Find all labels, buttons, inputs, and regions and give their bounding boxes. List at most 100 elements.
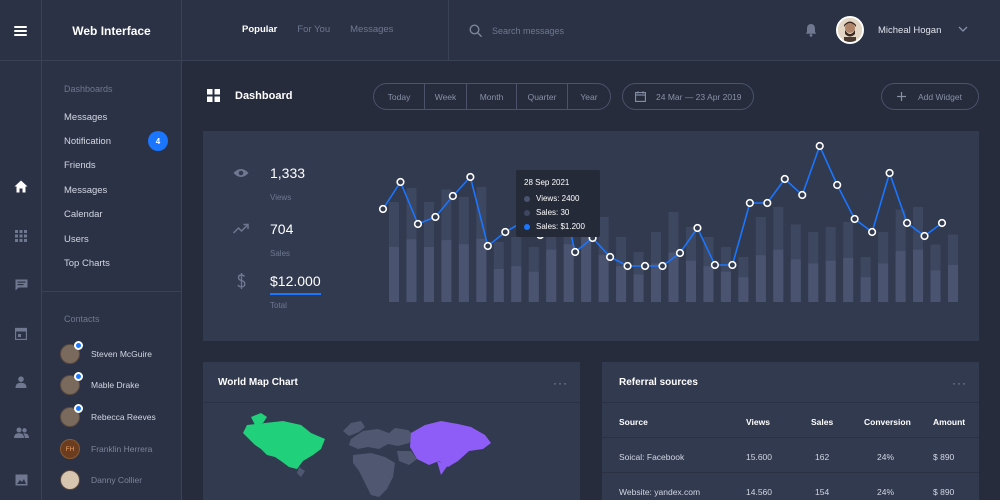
chart-point[interactable] [571,247,580,257]
chart-point[interactable] [658,261,667,271]
column-header-views[interactable]: Views [746,417,770,427]
contact-item[interactable]: Mable Drake [60,372,139,395]
chevron-down-icon[interactable] [958,25,968,33]
table-row[interactable]: Soical: Facebook 15.600 162 24% $ 890 [602,438,979,473]
chart-point[interactable] [378,204,388,214]
image-icon[interactable] [11,470,31,490]
contact-name: Steven McGuire [91,349,152,359]
search-input[interactable] [492,25,712,36]
chart-point[interactable] [413,219,423,229]
avatar: FH [60,439,80,459]
calendar-icon[interactable] [11,323,31,343]
chat-icon[interactable] [11,275,31,295]
tab-popular[interactable]: Popular [242,24,278,35]
chart-point[interactable] [850,214,859,224]
chart-point[interactable] [920,231,929,241]
chart-point[interactable] [448,191,457,201]
world-map [243,413,491,497]
chart-point[interactable] [623,261,632,271]
sidebar-item-friends[interactable]: Friends [64,160,96,171]
sidebar-item-calendar[interactable]: Calendar [64,209,103,220]
sidebar-item-users[interactable]: Users [64,234,89,245]
chart-bar-segment [668,252,679,302]
range-week-button[interactable]: Week [425,84,467,109]
tab-messages[interactable]: Messages [350,24,394,35]
contacts-section-title: Contacts [64,314,100,324]
chart-point[interactable] [710,260,720,270]
chart-point[interactable] [763,198,772,208]
range-quarter-button[interactable]: Quarter [517,84,568,109]
date-range-picker[interactable]: 24 Mar — 23 Apr 2019 [622,83,754,110]
map-region-central-america[interactable] [297,467,305,477]
chart-point[interactable] [937,218,947,228]
sidebar-item-top-charts[interactable]: Top Charts [64,258,110,269]
online-indicator [74,341,83,350]
chart-point[interactable] [501,227,510,237]
map-region-scandinavia[interactable] [343,421,365,436]
dollar-icon [237,273,246,289]
map-region-north-america[interactable] [243,421,325,469]
user-icon[interactable] [11,372,31,392]
sidebar-item-messages-2[interactable]: Messages [64,185,108,196]
chart-point[interactable] [833,180,842,190]
map-region-india[interactable] [437,461,448,475]
range-year-button[interactable]: Year [580,91,598,102]
chart-point[interactable] [798,190,807,200]
user-avatar[interactable] [836,16,864,44]
more-options-button[interactable]: ··· [952,376,967,390]
tooltip-views-row: Views: 2400 [524,194,592,203]
chart-point[interactable] [815,141,824,151]
chart-bar-segment [808,263,819,302]
top-tabs: Popular For You Messages [242,24,393,35]
bell-icon[interactable] [805,23,817,37]
column-header-amount[interactable]: Amount [933,417,966,427]
more-options-button[interactable]: ··· [553,376,568,390]
column-header-source[interactable]: Source [619,417,648,427]
chart-bar-segment [895,251,906,302]
contact-item[interactable]: Danny Collier [60,470,142,490]
chart-point[interactable] [728,260,737,270]
tab-for-you[interactable]: For You [297,24,331,35]
range-month-button[interactable]: Month [467,84,517,109]
home-icon[interactable] [11,176,31,196]
table-header-row: Source Views Sales Conversion Amount [602,403,979,438]
map-region-greenland[interactable] [251,413,267,425]
column-header-conversion[interactable]: Conversion [864,417,911,427]
chart-point[interactable] [780,174,789,184]
map-region-africa[interactable] [353,453,395,497]
sidebar-item-notification[interactable]: Notification [64,136,111,147]
dashboards-section-title: Dashboards [64,84,113,94]
column-header-sales[interactable]: Sales [811,417,834,427]
user-name[interactable]: Micheal Hogan [878,25,942,36]
chart-point[interactable] [396,177,405,187]
users-icon[interactable] [11,422,31,442]
chart-point[interactable] [640,261,650,271]
total-value: $12.000 [270,273,321,289]
add-widget-button[interactable]: Add Widget [881,83,979,110]
chart-bar-segment [598,255,609,302]
chart-point[interactable] [885,168,894,178]
contact-item[interactable]: Rebecca Reeves [60,404,156,427]
chart-point[interactable] [431,212,440,222]
chart-point[interactable] [745,198,754,208]
contact-item[interactable]: FH Franklin Herrera [60,439,152,459]
notification-badge: 4 [148,131,168,151]
map-region-middle-east[interactable] [397,451,417,465]
chart-point[interactable] [868,227,877,237]
chart-point[interactable] [693,223,702,233]
map-region-asia[interactable] [410,421,491,467]
cell-conversion: 24% [877,452,895,462]
grid-icon[interactable] [11,226,31,246]
menu-button[interactable] [0,0,42,61]
chart-point[interactable] [675,248,685,258]
table-row[interactable]: Website: yandex.com 14.560 154 24% $ 890 [602,473,979,500]
range-today-button[interactable]: Today [374,84,425,109]
chart-point[interactable] [902,218,912,228]
chart-bar-segment [616,266,627,302]
chart-point[interactable] [605,252,615,262]
chart-point[interactable] [483,241,492,251]
chart-point[interactable] [466,172,475,182]
map-region-europe[interactable] [349,428,415,449]
contact-item[interactable]: Steven McGuire [60,341,152,364]
sidebar-item-messages[interactable]: Messages [64,112,108,123]
